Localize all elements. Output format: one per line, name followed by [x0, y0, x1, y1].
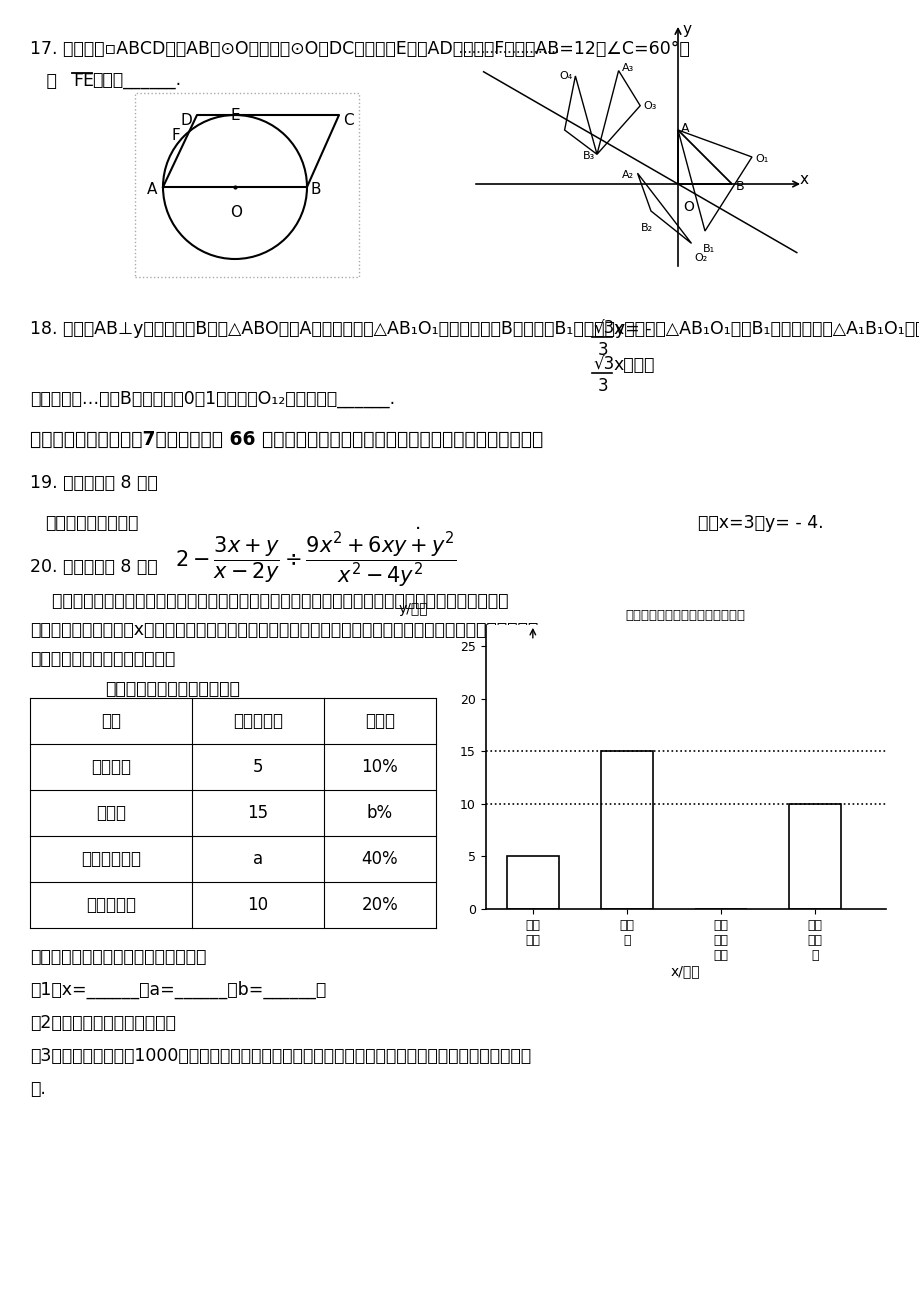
- Bar: [135, 92, 358, 277]
- Text: 三、解答题（本大题关7个小题，满分 66 分，解答应写出必要的文字说明、证明过程或推演步骤）: 三、解答题（本大题关7个小题，满分 66 分，解答应写出必要的文字说明、证明过程…: [30, 430, 542, 449]
- Text: 喜爱情况，随机抒取了x名学生进行调查统计（要求每名学生选出并且只能选出一个自己最喜爱的节目），并将: 喜爱情况，随机抒取了x名学生进行调查统计（要求每名学生选出并且只能选出一个自己最…: [30, 621, 538, 639]
- Text: B₁: B₁: [702, 243, 714, 254]
- Text: 3: 3: [597, 341, 608, 359]
- Bar: [789, 803, 840, 909]
- Text: 人数（名）: 人数（名）: [233, 712, 283, 730]
- Text: 调查结果绘制成如下统计图表：: 调查结果绘制成如下统计图表：: [30, 650, 175, 668]
- Text: D: D: [181, 113, 193, 128]
- Bar: [600, 751, 652, 909]
- Text: 5: 5: [253, 758, 263, 776]
- Text: 20. （本题满分 8 分）: 20. （本题满分 8 分）: [30, 559, 157, 575]
- Text: x上，依: x上，依: [613, 355, 654, 374]
- Text: （1）x=______，a=______，b=______；: （1）x=______，a=______，b=______；: [30, 980, 326, 999]
- Text: 次进行下去…若点B的坐标是（0，1），则点O₁₂的纵坐标为______.: 次进行下去…若点B的坐标是（0，1），则点O₁₂的纵坐标为______.: [30, 391, 394, 408]
- Text: √3: √3: [594, 320, 615, 339]
- Text: A₂: A₂: [621, 171, 633, 180]
- Text: .: .: [414, 514, 421, 533]
- Text: 20%: 20%: [361, 896, 398, 914]
- Text: 出彩中国人: 出彩中国人: [85, 896, 136, 914]
- Text: C: C: [343, 113, 353, 128]
- Text: 15: 15: [247, 805, 268, 822]
- Text: F: F: [171, 129, 180, 143]
- Text: 先化简，再求値：，: 先化简，再求値：，: [45, 514, 138, 533]
- Text: 的长为______.: 的长为______.: [92, 72, 181, 90]
- Text: 根据以上提供的信息，解答下列问题：: 根据以上提供的信息，解答下列问题：: [30, 948, 206, 966]
- Text: O: O: [230, 204, 242, 220]
- Text: 百分比: 百分比: [365, 712, 394, 730]
- Text: 名.: 名.: [30, 1079, 46, 1098]
- Title: 学生最喜爱的节目人数条形统计图: 学生最喜爱的节目人数条形统计图: [625, 609, 745, 622]
- Text: FE: FE: [73, 72, 94, 90]
- Text: A: A: [147, 182, 157, 197]
- Bar: [506, 857, 558, 909]
- Text: A₃: A₃: [621, 62, 633, 73]
- Text: O₄: O₄: [559, 72, 572, 81]
- Text: 17. 如图，在▫ABCD中，AB为⊙O的直径，⊙O与DC相切于点E，与AD相交于点F，已知AB=12，∠C=60°，: 17. 如图，在▫ABCD中，AB为⊙O的直径，⊙O与DC相切于点E，与AD相交…: [30, 40, 689, 59]
- Text: b%: b%: [367, 805, 392, 822]
- Text: 其中x=3，y= - 4.: 其中x=3，y= - 4.: [698, 514, 823, 533]
- Text: O₁: O₁: [754, 154, 767, 164]
- Y-axis label: y/人数: y/人数: [399, 603, 428, 616]
- Text: y: y: [682, 22, 691, 36]
- Text: a: a: [253, 850, 263, 868]
- Text: （3）若该校共有学生1000名，根据抗样调查结果，估计该校最喜爱《中国诗词大会》节目的学生有多少: （3）若该校共有学生1000名，根据抗样调查结果，估计该校最喜爱《中国诗词大会》…: [30, 1047, 530, 1065]
- Text: B₂: B₂: [641, 223, 652, 233]
- X-axis label: x/节目: x/节目: [670, 965, 700, 978]
- Text: E: E: [231, 108, 241, 122]
- Text: 10%: 10%: [361, 758, 398, 776]
- Text: 18. 如图，AB⊥y轴，垂足为B，将△ABO绕点A逆时针旋转到△AB₁O₁的位置，使点B的对应点B₁落在直线y= -: 18. 如图，AB⊥y轴，垂足为B，将△ABO绕点A逆时针旋转到△AB₁O₁的位…: [30, 320, 651, 339]
- Text: 10: 10: [247, 896, 268, 914]
- Text: A: A: [680, 122, 688, 135]
- Text: 节目: 节目: [101, 712, 121, 730]
- Text: O₂: O₂: [694, 254, 707, 263]
- Text: O: O: [682, 201, 693, 214]
- Text: x上，再将△AB₁O₁绕点B₁逆时针旋转到△A₁B₁O₁的位置，使点O₁的对应点O₂落在直线y= -: x上，再将△AB₁O₁绕点B₁逆时针旋转到△A₁B₁O₁的位置，使点O₁的对应点…: [613, 320, 919, 339]
- Text: O₃: O₃: [642, 100, 656, 111]
- Text: 为了解某校学生对《最强大脑》、《朗读者》、《中国诗词大会》、《出彩中国人》四个电视节目的: 为了解某校学生对《最强大脑》、《朗读者》、《中国诗词大会》、《出彩中国人》四个电…: [30, 592, 508, 611]
- Text: √3: √3: [594, 355, 615, 374]
- Text: 则: 则: [30, 72, 57, 90]
- Text: 最强大脑: 最强大脑: [91, 758, 130, 776]
- Text: 19. （本题满分 8 分）: 19. （本题满分 8 分）: [30, 474, 157, 492]
- Text: $2-\dfrac{3x+y}{x-2y} \div \dfrac{9x^2+6xy+y^2}{x^2-4y^2}$: $2-\dfrac{3x+y}{x-2y} \div \dfrac{9x^2+6…: [175, 530, 456, 590]
- Text: 40%: 40%: [361, 850, 398, 868]
- Text: （2）补全上面的条形统计图；: （2）补全上面的条形统计图；: [30, 1014, 176, 1032]
- Text: B₃: B₃: [583, 151, 595, 161]
- Text: 朗读者: 朗读者: [96, 805, 126, 822]
- Text: 3: 3: [597, 378, 608, 395]
- Text: 学生最喜爱的节目人数统计表: 学生最喜爱的节目人数统计表: [105, 680, 240, 698]
- Text: B: B: [311, 182, 321, 197]
- Text: B: B: [735, 180, 743, 193]
- Text: x: x: [800, 172, 808, 187]
- Text: 中国诗词大会: 中国诗词大会: [81, 850, 141, 868]
